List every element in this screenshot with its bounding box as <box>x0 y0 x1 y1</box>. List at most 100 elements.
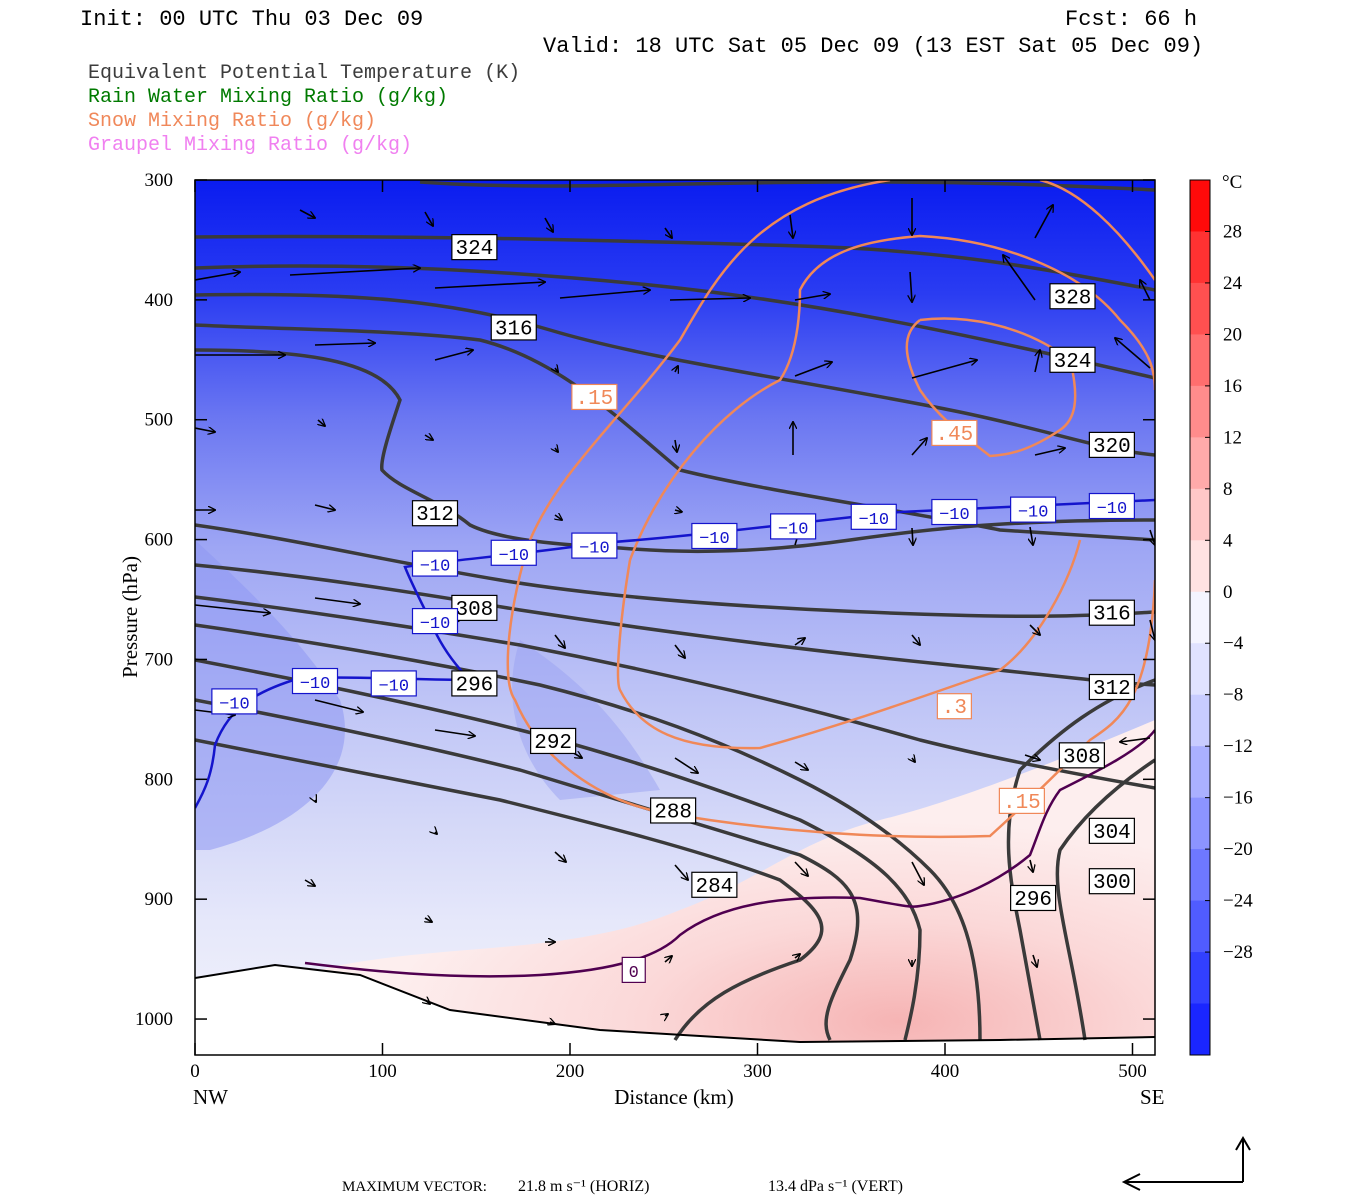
colorbar-segment <box>1190 282 1210 335</box>
colorbar-segment <box>1190 746 1210 799</box>
snow-contour <box>1039 180 1155 281</box>
temp-label-box <box>291 667 339 695</box>
colorbar-segment <box>1190 437 1210 490</box>
theta-e-label: 328 <box>1049 283 1096 310</box>
warm-region-shading <box>300 720 1155 1055</box>
colorbar-tick-label: −20 <box>1223 839 1253 860</box>
temp-label: −10 <box>370 670 417 697</box>
theta-e-label-text: 316 <box>495 318 533 341</box>
theta-e-label: 316 <box>490 314 537 341</box>
theta-e-label-text: 284 <box>695 876 733 899</box>
snow-label-box <box>936 693 972 720</box>
colorbar-tick-label: −16 <box>1223 788 1253 809</box>
wind-vector <box>314 699 363 712</box>
reference-vector <box>1121 1136 1251 1191</box>
theta-e-label: 296 <box>451 670 498 697</box>
theta-e-label-text: 292 <box>534 732 572 755</box>
colorbar-segment <box>1190 643 1210 696</box>
wind-vector <box>675 439 677 452</box>
colorbar-tick-label: 0 <box>1223 582 1233 603</box>
x-tick-label: 0 <box>190 1061 200 1082</box>
y-tick-label: 300 <box>145 170 174 191</box>
temp-label: −10 <box>490 539 537 566</box>
wind-vector <box>674 757 698 773</box>
wind-vector <box>299 209 315 218</box>
snow-label: .15 <box>998 787 1045 815</box>
legend-theta-e: Equivalent Potential Temperature (K) <box>88 62 520 85</box>
temp-label: −10 <box>411 550 459 577</box>
wind-vector <box>434 350 473 361</box>
snow-label: .3 <box>936 693 972 720</box>
wind-vector <box>911 634 920 645</box>
theta-e-label-text: 324 <box>455 238 493 261</box>
colorbar-segment <box>1190 694 1210 747</box>
theta-e-label-text: 288 <box>654 801 692 824</box>
wind-vector <box>314 597 360 604</box>
colorbar-tick-label: −4 <box>1223 633 1244 654</box>
reference-vector-horizontal <box>1121 1173 1243 1191</box>
theta-e-contour <box>1055 758 1155 1041</box>
x-tick-label: 400 <box>931 1061 960 1082</box>
axes: 0 100 200 300 400 500 300 400 500 600 700 800 900 100… <box>135 170 1155 1082</box>
forecast-hour: Fcst: 66 h <box>1065 7 1197 32</box>
wind-vector <box>795 954 800 958</box>
wind-vector <box>554 851 566 862</box>
colorbar-segment <box>1190 334 1210 387</box>
y-tick-label: 400 <box>145 290 174 311</box>
wind-vector <box>550 1022 555 1024</box>
colorbar-segment <box>1190 488 1210 541</box>
temp-label-text: −10 <box>420 615 451 634</box>
y-tick-label: 700 <box>145 649 174 670</box>
theta-e-label-text: 312 <box>416 504 454 527</box>
temp-label-box <box>1010 496 1057 523</box>
colorbar-segment <box>1190 385 1210 438</box>
snow-label-text: .3 <box>942 697 967 720</box>
wind-vector <box>1033 954 1037 967</box>
temp-label-box <box>931 498 978 526</box>
temp-label-box <box>1088 492 1135 520</box>
wind-vector <box>1120 738 1151 742</box>
snow-label-text: .45 <box>935 424 973 447</box>
temp-label-box <box>370 670 417 697</box>
wind-vector <box>425 1000 430 1004</box>
wind-vector <box>1030 859 1033 872</box>
colorbar-tick-label: −12 <box>1223 736 1253 757</box>
wind-vector <box>555 368 558 372</box>
temp-label: −10 <box>571 532 618 559</box>
wind-vector <box>1030 526 1033 545</box>
snow-contour <box>506 539 1155 839</box>
theta-e-label-box <box>650 797 697 824</box>
x-tick-label: 100 <box>368 1061 397 1082</box>
wind-vector <box>675 510 682 512</box>
wind-vector <box>794 362 832 377</box>
theta-e-label: 316 <box>1088 599 1135 627</box>
temp-label-text: −10 <box>420 558 451 577</box>
theta-e-contour <box>195 658 922 1041</box>
temp-label: −10 <box>411 607 459 635</box>
temp-label-text: −10 <box>579 540 610 559</box>
terrain-fill <box>195 965 1155 1055</box>
temp-label-box <box>621 956 646 983</box>
colorbar-unit: °C <box>1222 172 1242 193</box>
legend-graupel: Graupel Mixing Ratio (g/kg) <box>88 134 412 157</box>
theta-e-contour <box>195 348 1155 554</box>
temp-label-text: −10 <box>1097 500 1128 519</box>
wind-vector <box>1150 529 1155 545</box>
theta-e-label-box <box>451 594 498 622</box>
theta-e-label-box <box>1010 884 1057 912</box>
temp-label: −10 <box>291 667 339 695</box>
temp-label-box <box>411 550 459 577</box>
x-axis-left-end: NW <box>193 1085 228 1109</box>
colorbar-frame <box>1189 179 1211 1056</box>
temp-label-text: −10 <box>300 675 331 694</box>
colorbar-tick-label: 28 <box>1223 221 1242 242</box>
y-tick-label: 900 <box>145 889 174 910</box>
wind-vector <box>674 644 685 658</box>
theta-e-label-text: 300 <box>1093 872 1131 895</box>
theta-e-label-text: 328 <box>1054 287 1092 310</box>
temp-label-text: 0 <box>629 964 639 983</box>
theta-e-label: 284 <box>691 871 738 899</box>
plot-area: 324 316 312 308 296 292 288 284 328 324 320 316 312 3… <box>195 180 1155 1055</box>
theta-e-label-box <box>1049 346 1096 373</box>
theta-e-label-text: 316 <box>1093 604 1131 627</box>
